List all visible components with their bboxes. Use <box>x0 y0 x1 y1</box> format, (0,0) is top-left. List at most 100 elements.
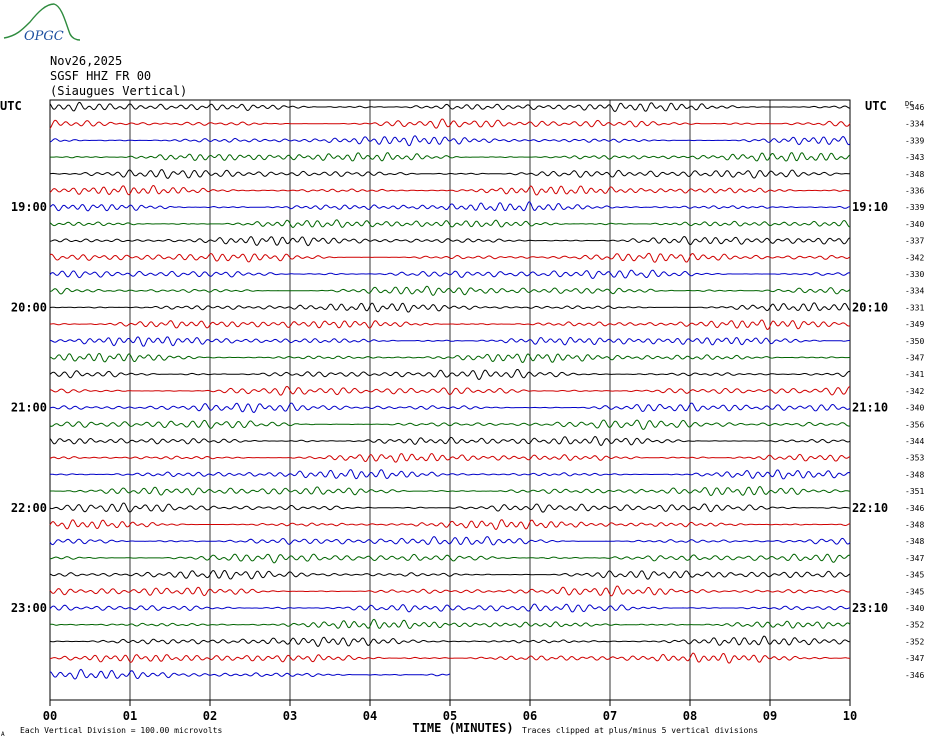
trace-line-24 <box>49 485 851 497</box>
dc-offset-label: -345 <box>905 587 924 596</box>
dc-offset-label: -339 <box>905 136 924 145</box>
trace-line-10 <box>49 252 851 263</box>
trace-line-28 <box>49 553 851 564</box>
dc-offset-label: -348 <box>905 470 924 479</box>
x-axis-ticks: 00 01 02 03 04 05 06 07 08 09 10 <box>43 700 857 723</box>
dc-offset-label: -352 <box>905 637 924 646</box>
left-hour-labels: 19:00 20:00 21:00 22:00 23:00 <box>11 200 47 615</box>
right-axis-header: DC <box>905 100 913 108</box>
dc-offset-label: -353 <box>905 454 924 463</box>
trace-line-20 <box>49 419 851 430</box>
trace-line-26 <box>49 519 851 531</box>
footer-mark: A <box>1 731 5 738</box>
header-date: Nov26,2025 <box>50 54 123 68</box>
dc-offset-label: -340 <box>905 604 924 613</box>
dc-offset-label: -348 <box>905 521 924 530</box>
header-station: SGSF HHZ FR 00 <box>50 69 152 83</box>
x-tick-label: 06 <box>523 709 537 723</box>
dc-offset-label: -346 <box>905 103 924 112</box>
dc-offset-label: -340 <box>905 220 924 229</box>
trace-line-12 <box>49 285 851 296</box>
x-tick-label: 07 <box>603 709 617 723</box>
dc-offset-label: -348 <box>905 537 924 546</box>
left-hour-label: 19:00 <box>11 200 47 214</box>
dc-offset-label: -339 <box>905 203 924 212</box>
x-tick-label: 04 <box>363 709 377 723</box>
trace-line-7 <box>49 201 851 212</box>
trace-line-4 <box>50 152 851 162</box>
trace-line-14 <box>49 319 851 331</box>
dc-offset-label: -351 <box>905 487 924 496</box>
dc-offset-label: -343 <box>905 153 924 162</box>
dc-offset-label: -348 <box>905 170 924 179</box>
footer-scale-note: Each Vertical Division = 100.00 microvol… <box>20 726 222 735</box>
header-location: (Siaugues Vertical) <box>50 84 188 98</box>
minute-gridlines <box>129 100 771 700</box>
dc-offset-label: -342 <box>905 387 924 396</box>
trace-line-22 <box>49 452 851 463</box>
trace-line-16 <box>49 352 850 364</box>
dc-offset-labels: -346 -334 -339 -343 -348 -336 -339 -340 -337 -342… <box>905 103 924 680</box>
dc-offset-label: -350 <box>905 337 924 346</box>
left-axis-label: UTC <box>0 99 22 113</box>
trace-line-2 <box>49 118 851 129</box>
trace-line-32 <box>49 618 851 630</box>
trace-line-34 <box>49 652 851 664</box>
right-hour-label: 19:10 <box>852 200 888 214</box>
left-hour-label: 23:00 <box>11 601 47 615</box>
dc-offset-label: -346 <box>905 504 924 513</box>
logo-curve <box>3 3 80 41</box>
x-tick-label: 02 <box>203 709 217 723</box>
trace-line-6 <box>49 184 851 196</box>
trace-line-13 <box>49 302 851 313</box>
trace-line-8 <box>49 219 851 229</box>
x-tick-label: 05 <box>443 709 457 723</box>
x-tick-label: 09 <box>763 709 777 723</box>
opgc-logo: OPGC <box>3 3 80 44</box>
right-hour-label: 20:10 <box>852 300 888 314</box>
dc-offset-label: -341 <box>905 370 924 379</box>
dc-offset-label: -345 <box>905 571 924 580</box>
left-hour-label: 20:00 <box>11 300 47 314</box>
trace-line-25 <box>49 502 851 513</box>
dc-offset-label: -330 <box>905 270 924 279</box>
dc-offset-label: -342 <box>905 253 924 262</box>
trace-line-15 <box>49 336 851 347</box>
trace-line-5 <box>49 169 851 179</box>
trace-line-29 <box>49 569 851 580</box>
dc-offset-label: -334 <box>905 120 924 129</box>
dc-offset-label: -340 <box>905 404 924 413</box>
trace-line-18 <box>49 385 851 396</box>
dc-offset-label: -334 <box>905 287 924 296</box>
trace-line-3 <box>49 135 851 147</box>
x-tick-label: 08 <box>683 709 697 723</box>
right-hour-label: 23:10 <box>852 601 888 615</box>
trace-line-21 <box>49 435 851 447</box>
trace-line-17 <box>49 369 851 381</box>
logo-text: OPGC <box>24 29 64 44</box>
right-axis-label: UTC <box>865 99 887 113</box>
dc-offset-label: -347 <box>905 554 924 563</box>
footer-clip-note: Traces clipped at plus/minus 5 vertical … <box>522 726 758 735</box>
trace-line-31 <box>49 603 851 613</box>
trace-line-30 <box>49 585 851 597</box>
trace-line-11 <box>49 269 851 280</box>
dc-offset-label: -344 <box>905 437 924 446</box>
x-tick-label: 00 <box>43 709 57 723</box>
x-tick-label: 10 <box>843 709 857 723</box>
dc-offset-label: -336 <box>905 187 924 196</box>
dc-offset-label: -349 <box>905 320 924 329</box>
trace-line-9 <box>49 235 851 247</box>
x-axis-title: TIME (MINUTES) <box>412 721 513 735</box>
left-hour-label: 22:00 <box>11 501 47 515</box>
seismic-traces <box>49 101 851 680</box>
x-tick-label: 01 <box>123 709 137 723</box>
trace-line-1 <box>49 101 851 113</box>
dc-offset-label: -352 <box>905 621 924 630</box>
right-hour-label: 21:10 <box>852 401 888 415</box>
dc-offset-label: -346 <box>905 671 924 680</box>
trace-line-23 <box>49 469 851 480</box>
dc-offset-label: -347 <box>905 654 924 663</box>
right-hour-label: 22:10 <box>852 501 888 515</box>
